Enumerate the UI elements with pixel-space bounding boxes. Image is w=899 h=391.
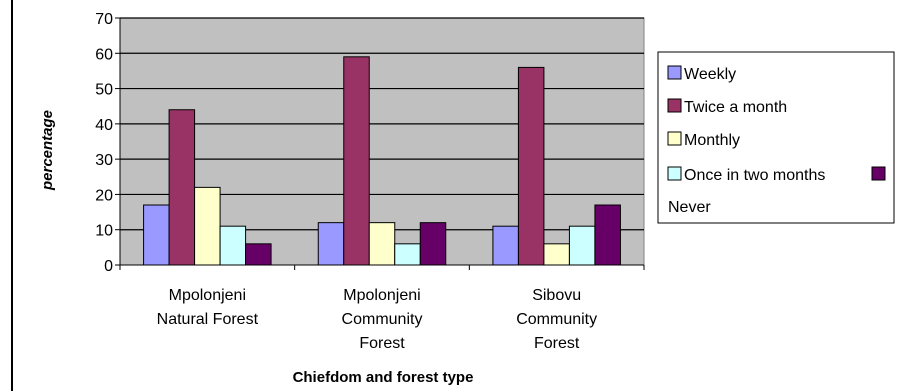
bar-twice-a-month bbox=[343, 56, 370, 266]
bar-once-in-two-months bbox=[394, 243, 421, 266]
legend-label: Twice a month bbox=[684, 99, 787, 116]
legend-swatch bbox=[871, 166, 886, 181]
legend-swatch bbox=[667, 166, 682, 181]
bars-group bbox=[143, 56, 621, 266]
legend-swatch bbox=[667, 65, 682, 80]
x-category-label: Sibovu Community Forest bbox=[516, 287, 597, 352]
x-axis-title: Chiefdom and forest type bbox=[293, 369, 474, 386]
bar-once-in-two-months bbox=[568, 225, 596, 266]
bar-twice-a-month bbox=[517, 66, 545, 266]
y-axis-ticks: 0 10 20 30 40 50 60 70 bbox=[95, 11, 120, 275]
bar-twice-a-month bbox=[168, 109, 196, 266]
legend-box bbox=[657, 51, 895, 224]
bar-monthly bbox=[194, 186, 221, 266]
x-axis-categories: Mpolonjeni Natural Forest Mpolonjeni Commun… bbox=[157, 287, 597, 352]
legend-label: Monthly bbox=[684, 132, 740, 149]
bar-weekly bbox=[143, 204, 170, 266]
y-tick-label: 50 bbox=[95, 82, 113, 99]
bar-weekly bbox=[492, 225, 519, 266]
bar-once-in-two-months bbox=[219, 225, 247, 266]
y-tick-label: 20 bbox=[95, 187, 113, 204]
y-tick-label: 30 bbox=[95, 152, 113, 169]
bar-monthly bbox=[368, 222, 396, 266]
legend: Weekly Twice a month Monthly Once in two mo… bbox=[667, 65, 886, 216]
y-tick-label: 0 bbox=[104, 258, 113, 275]
bar-weekly bbox=[317, 222, 345, 266]
legend-swatch bbox=[667, 98, 682, 113]
bar-never bbox=[245, 243, 272, 266]
x-axis-ticks bbox=[119, 265, 645, 270]
legend-label: Never bbox=[668, 199, 711, 216]
bar-never bbox=[419, 222, 447, 266]
legend-label: Once in two months bbox=[684, 167, 825, 184]
y-tick-label: 40 bbox=[95, 117, 113, 134]
y-axis-title: percentage bbox=[39, 110, 56, 191]
x-category-label: Mpolonjeni Natural Forest bbox=[157, 287, 259, 328]
y-tick-label: 10 bbox=[95, 223, 113, 240]
y-tick-label: 60 bbox=[95, 46, 113, 63]
bar-never bbox=[594, 204, 621, 266]
x-category-label: Mpolonjeni Community Forest bbox=[342, 287, 423, 352]
y-tick-label: 70 bbox=[95, 11, 113, 28]
legend-label: Weekly bbox=[684, 66, 736, 83]
bar-monthly bbox=[543, 243, 570, 266]
legend-swatch bbox=[667, 131, 682, 146]
